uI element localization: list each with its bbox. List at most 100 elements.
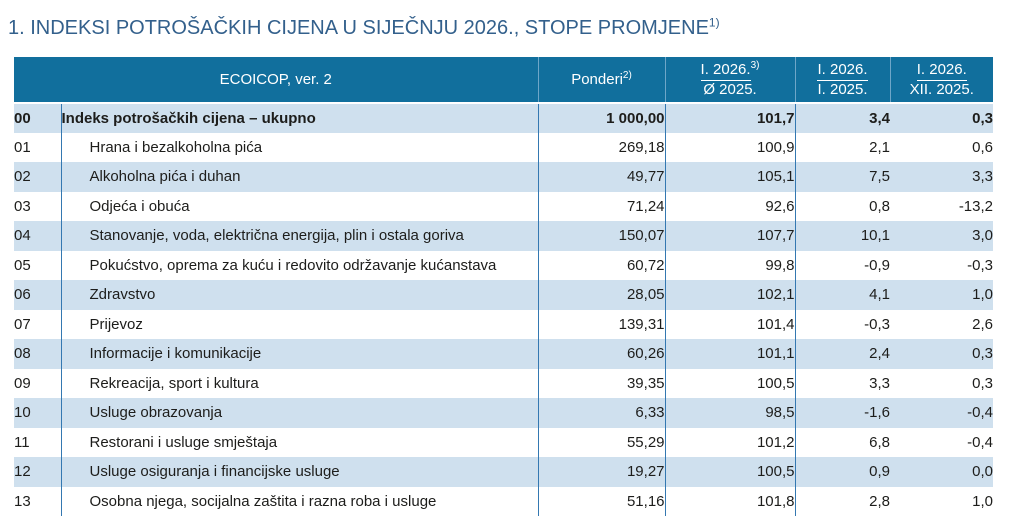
table-header: ECOICOP, ver. 2 Ponderi2) I. 2026.3) Ø 2… (14, 57, 994, 104)
period-denominator: Ø 2025. (703, 80, 757, 98)
weights-label: Ponderi (571, 71, 623, 88)
row-weight: 28,05 (537, 280, 666, 310)
table-body: 00 Indeks potrošačkih cijena – ukupno 1 00… (14, 103, 994, 516)
row-code: 10 (14, 398, 61, 428)
row-rate-vs-dec: 0,3 (890, 103, 994, 133)
row-rate-vs-jan: 10,1 (794, 221, 891, 251)
row-index-vs-avg: 102,1 (664, 280, 796, 310)
row-weight: 39,35 (537, 368, 666, 398)
table-row: 07 Prijevoz 139,31 101,4 -0,3 2,6 (14, 309, 994, 339)
footnote-mark-2: 2) (622, 70, 632, 81)
period-denominator: XII. 2025. (909, 80, 974, 98)
row-weight: 1 000,00 (537, 103, 666, 133)
row-name: Stanovanje, voda, električna energija, p… (60, 221, 539, 251)
row-index-vs-avg: 101,8 (664, 486, 796, 516)
cpi-table: ECOICOP, ver. 2 Ponderi2) I. 2026.3) Ø 2… (14, 57, 994, 516)
row-code: 12 (14, 457, 61, 487)
row-rate-vs-dec: -0,3 (967, 256, 994, 274)
row-rate-vs-dec: 3,0 (890, 221, 994, 251)
row-rate-vs-jan: 3,4 (794, 103, 891, 133)
row-index-vs-avg: 107,7 (664, 221, 796, 251)
column-header-classification: ECOICOP, ver. 2 (14, 57, 539, 104)
column-header-index-vs-avg2025: I. 2026.3) Ø 2025. (664, 57, 796, 104)
footnote-mark-3: 3) (750, 59, 760, 71)
row-code: 05 (14, 256, 31, 274)
row-weight: 51,16 (537, 486, 666, 516)
row-name: Usluge obrazovanja (60, 398, 539, 428)
row-index-vs-avg: 100,5 (664, 368, 796, 398)
row-rate-vs-dec: 0,0 (890, 457, 994, 487)
row-code: 11 (14, 433, 30, 451)
row-code: 13 (14, 492, 31, 510)
table-row: 01 Hrana i bezalkoholna pića 269,18 100,9 2,… (14, 132, 994, 162)
row-weight: 71,24 (537, 191, 666, 221)
row-code: 04 (14, 221, 61, 251)
row-name: Informacije i komunikacije (60, 339, 539, 369)
row-index-vs-avg: 101,2 (664, 427, 796, 457)
row-code: 08 (14, 339, 61, 369)
page-title-text: 1. INDEKSI POTROŠAČKIH CIJENA U SIJEČNJU… (8, 17, 709, 40)
row-rate-vs-jan: -1,6 (794, 398, 891, 428)
row-weight: 139,31 (537, 309, 666, 339)
row-weight: 19,27 (537, 457, 666, 487)
row-rate-vs-dec: 0,3 (890, 339, 994, 369)
row-index-vs-avg: 101,4 (664, 309, 796, 339)
row-code: 07 (14, 315, 31, 333)
row-index-vs-avg: 98,5 (664, 398, 796, 428)
row-rate-vs-jan: 2,4 (794, 339, 891, 369)
row-rate-vs-jan: 0,9 (794, 457, 891, 487)
row-weight: 49,77 (537, 162, 666, 192)
row-rate-vs-jan: 2,8 (794, 486, 891, 516)
table-row: 10 Usluge obrazovanja 6,33 98,5 -1,6 -0,4 (14, 398, 994, 428)
row-name: Zdravstvo (60, 280, 539, 310)
row-name: Pokućstvo, oprema za kuću i redovito odr… (60, 250, 539, 280)
table-row: 09 Rekreacija, sport i kultura 39,35 100,5 3… (14, 368, 994, 398)
row-code: 02 (14, 162, 61, 192)
row-name: Osobna njega, socijalna zaštita i razna … (60, 486, 539, 516)
table-row: 05 Pokućstvo, oprema za kuću i redovito o… (14, 250, 994, 280)
row-rate-vs-jan: 6,8 (794, 427, 891, 457)
period-fraction: I. 2026. I. 2025. (796, 61, 890, 99)
row-rate-vs-dec: 2,6 (972, 315, 994, 333)
row-weight: 60,72 (537, 250, 666, 280)
row-weight: 55,29 (537, 427, 666, 457)
table-row: 00 Indeks potrošačkih cijena – ukupno 1 00… (14, 103, 994, 133)
classification-label: ECOICOP, ver. 2 (219, 71, 332, 88)
row-weight: 60,26 (537, 339, 666, 369)
table-row: 03 Odjeća i obuća 71,24 92,6 0,8 -13,2 (14, 191, 993, 221)
row-rate-vs-dec: 1,0 (890, 280, 994, 310)
column-header-rate-vs-jan2025: I. 2026. I. 2025. (794, 57, 891, 104)
period-numerator: I. 2026. (916, 61, 967, 81)
row-rate-vs-dec: 3,3 (890, 162, 994, 192)
row-code: 01 (14, 138, 31, 156)
row-name: Odjeća i obuća (60, 191, 539, 221)
period-fraction: I. 2026. XII. 2025. (891, 61, 993, 99)
row-name: Hrana i bezalkoholna pića (60, 132, 539, 162)
row-index-vs-avg: 101,1 (664, 339, 796, 369)
row-rate-vs-dec: 1,0 (972, 492, 994, 510)
row-rate-vs-dec: 0,3 (972, 374, 994, 392)
row-rate-vs-dec: 0,6 (972, 138, 994, 156)
row-rate-vs-dec: -0,4 (890, 398, 994, 428)
row-name: Rekreacija, sport i kultura (60, 368, 539, 398)
table-row: 02 Alkoholna pića i duhan 49,77 105,1 7,5 3,3 (14, 162, 994, 192)
period-numerator: I. 2026. (817, 61, 868, 81)
row-rate-vs-dec: -0,4 (967, 433, 994, 451)
period-denominator: I. 2025. (817, 80, 868, 98)
row-rate-vs-jan: 2,1 (794, 132, 891, 162)
row-weight: 6,33 (537, 398, 666, 428)
row-rate-vs-jan: 3,3 (794, 368, 891, 398)
row-rate-vs-jan: 4,1 (794, 280, 891, 310)
row-name: Indeks potrošačkih cijena – ukupno (60, 103, 539, 133)
column-header-weights: Ponderi2) (537, 57, 666, 104)
row-weight: 269,18 (537, 132, 666, 162)
table-row: 12 Usluge osiguranja i financijske usluge… (14, 457, 994, 487)
table-row: 13 Osobna njega, socijalna zaštita i razn… (14, 486, 994, 516)
period-numerator: I. 2026. (700, 61, 751, 81)
page-title: 1. INDEKSI POTROŠAČKIH CIJENA U SIJEČNJU… (8, 15, 720, 41)
header-row: ECOICOP, ver. 2 Ponderi2) I. 2026.3) Ø 2… (14, 57, 994, 104)
period-fraction: I. 2026.3) Ø 2025. (666, 59, 795, 99)
row-rate-vs-jan: -0,9 (794, 250, 891, 280)
footnote-mark-1: 1) (708, 15, 720, 30)
table-row: 06 Zdravstvo 28,05 102,1 4,1 1,0 (14, 280, 994, 310)
